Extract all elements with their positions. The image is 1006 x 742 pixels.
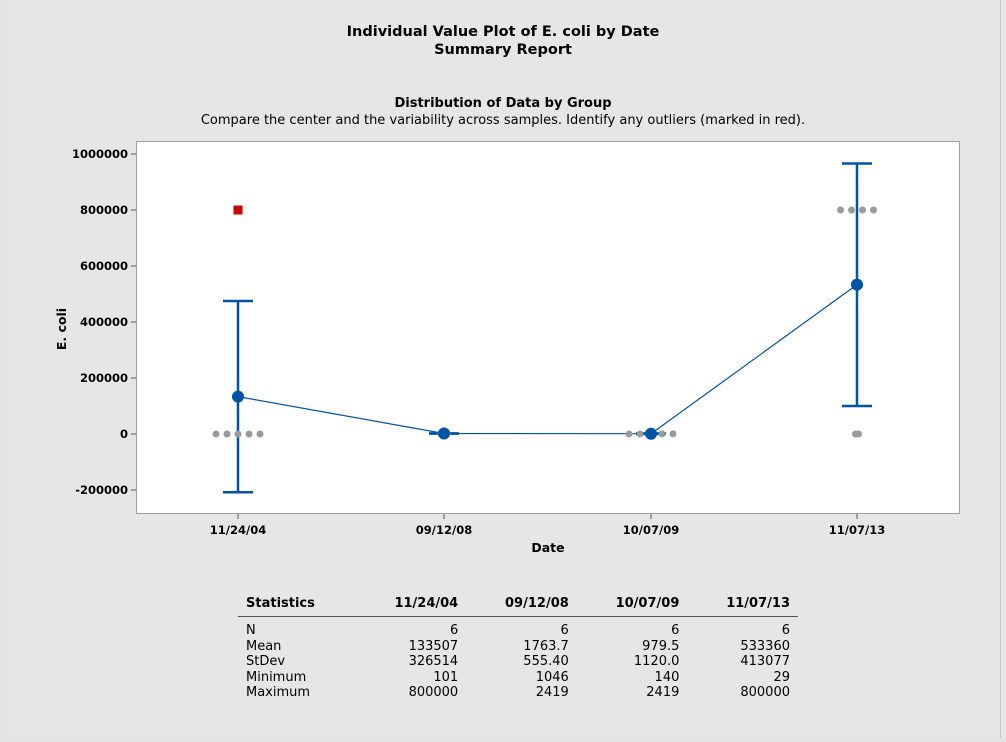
stats-row-maximum: Maximum 800000 2419 2419 800000 bbox=[238, 685, 798, 701]
y-tick-label: 0 bbox=[120, 427, 128, 441]
mean-connect-line bbox=[237, 284, 858, 435]
stats-cell: 2419 bbox=[535, 685, 569, 700]
stats-row-minimum: Minimum 101 1046 140 29 bbox=[238, 670, 798, 686]
x-tick-label: 09/12/08 bbox=[416, 523, 472, 537]
stats-cell: 101 bbox=[433, 669, 459, 685]
outlier-point bbox=[233, 205, 243, 215]
stats-header-row: Statistics 11/24/04 09/12/08 10/07/09 11… bbox=[238, 592, 798, 617]
data-point bbox=[837, 206, 844, 214]
y-tick-label: -200000 bbox=[75, 483, 128, 497]
stats-cell: 979.5 bbox=[642, 638, 680, 654]
mean-point bbox=[438, 427, 450, 440]
stats-cell: 533360 bbox=[740, 638, 790, 654]
stats-row-mean: Mean 133507 1763.7 979.5 533360 bbox=[238, 639, 798, 655]
report-subtitle: Summary Report bbox=[434, 42, 572, 58]
section-title: Distribution of Data by Group bbox=[394, 96, 612, 111]
stats-cell: 6 bbox=[781, 623, 790, 638]
plot-area bbox=[136, 141, 960, 514]
stats-header-label: Statistics bbox=[238, 592, 356, 617]
stats-header-col: 10/07/09 bbox=[576, 592, 688, 617]
data-point bbox=[625, 430, 633, 438]
data-point bbox=[245, 430, 253, 438]
x-tick-label: 11/07/13 bbox=[829, 523, 885, 537]
stats-cell: 6 bbox=[671, 623, 680, 638]
stats-row-n: N 6 6 6 6 bbox=[238, 617, 798, 639]
stats-cell: 6 bbox=[560, 623, 569, 638]
stats-cell: 800000 bbox=[408, 685, 459, 700]
stats-cell: 1120.0 bbox=[633, 654, 680, 669]
stats-cell: 2419 bbox=[646, 685, 680, 700]
data-point bbox=[636, 430, 644, 438]
mean-point bbox=[851, 278, 863, 291]
data-point bbox=[669, 430, 677, 438]
stats-header-col: 11/07/13 bbox=[687, 592, 798, 617]
y-tick-label: 400000 bbox=[80, 315, 128, 329]
data-point bbox=[256, 430, 264, 438]
stats-row-label: StDev bbox=[246, 654, 286, 669]
data-point bbox=[658, 430, 666, 438]
stats-header-col: 09/12/08 bbox=[466, 592, 577, 617]
stats-row-label: Maximum bbox=[246, 685, 311, 700]
y-tick-label: 1000000 bbox=[72, 147, 128, 161]
stats-row-stdev: StDev 326514 555.40 1120.0 413077 bbox=[238, 654, 798, 670]
data-point bbox=[212, 430, 220, 438]
stats-row-label: Mean bbox=[246, 638, 282, 654]
report-title: Individual Value Plot of E. coli by Date bbox=[346, 24, 660, 40]
data-point bbox=[848, 206, 855, 214]
data-point bbox=[855, 430, 862, 438]
data-point bbox=[234, 430, 242, 438]
section-note: Compare the center and the variability a… bbox=[200, 113, 806, 128]
x-tick-label: 10/07/09 bbox=[623, 523, 679, 537]
stats-cell: 29 bbox=[773, 669, 790, 685]
y-tick-label: 200000 bbox=[80, 371, 128, 385]
y-tick-label: 800000 bbox=[80, 203, 128, 217]
stats-cell: 133507 bbox=[408, 638, 459, 654]
stats-cell: 555.40 bbox=[523, 654, 569, 669]
stats-header-col: 11/24/04 bbox=[355, 592, 467, 617]
data-point bbox=[223, 430, 231, 438]
stats-cell: 6 bbox=[449, 623, 459, 638]
stats-cell: 140 bbox=[654, 669, 680, 685]
data-point bbox=[859, 206, 866, 214]
stats-cell: 1763.7 bbox=[523, 638, 569, 654]
x-tick-label: 11/24/04 bbox=[210, 523, 266, 537]
stats-cell: 800000 bbox=[740, 685, 790, 700]
mean-point bbox=[645, 427, 657, 440]
statistics-table: Statistics 11/24/04 09/12/08 10/07/09 11… bbox=[238, 592, 798, 701]
data-point bbox=[870, 206, 877, 214]
stats-cell: 326514 bbox=[408, 654, 459, 669]
stats-cell: 1046 bbox=[535, 669, 569, 685]
x-axis-label: Date bbox=[531, 540, 564, 555]
y-axis-label: E. coli bbox=[54, 308, 69, 350]
stats-cell: 413077 bbox=[740, 654, 790, 669]
stats-row-label: Minimum bbox=[246, 669, 307, 685]
y-tick-label: 600000 bbox=[80, 259, 128, 273]
stats-row-label: N bbox=[246, 623, 256, 638]
mean-point bbox=[232, 390, 244, 403]
